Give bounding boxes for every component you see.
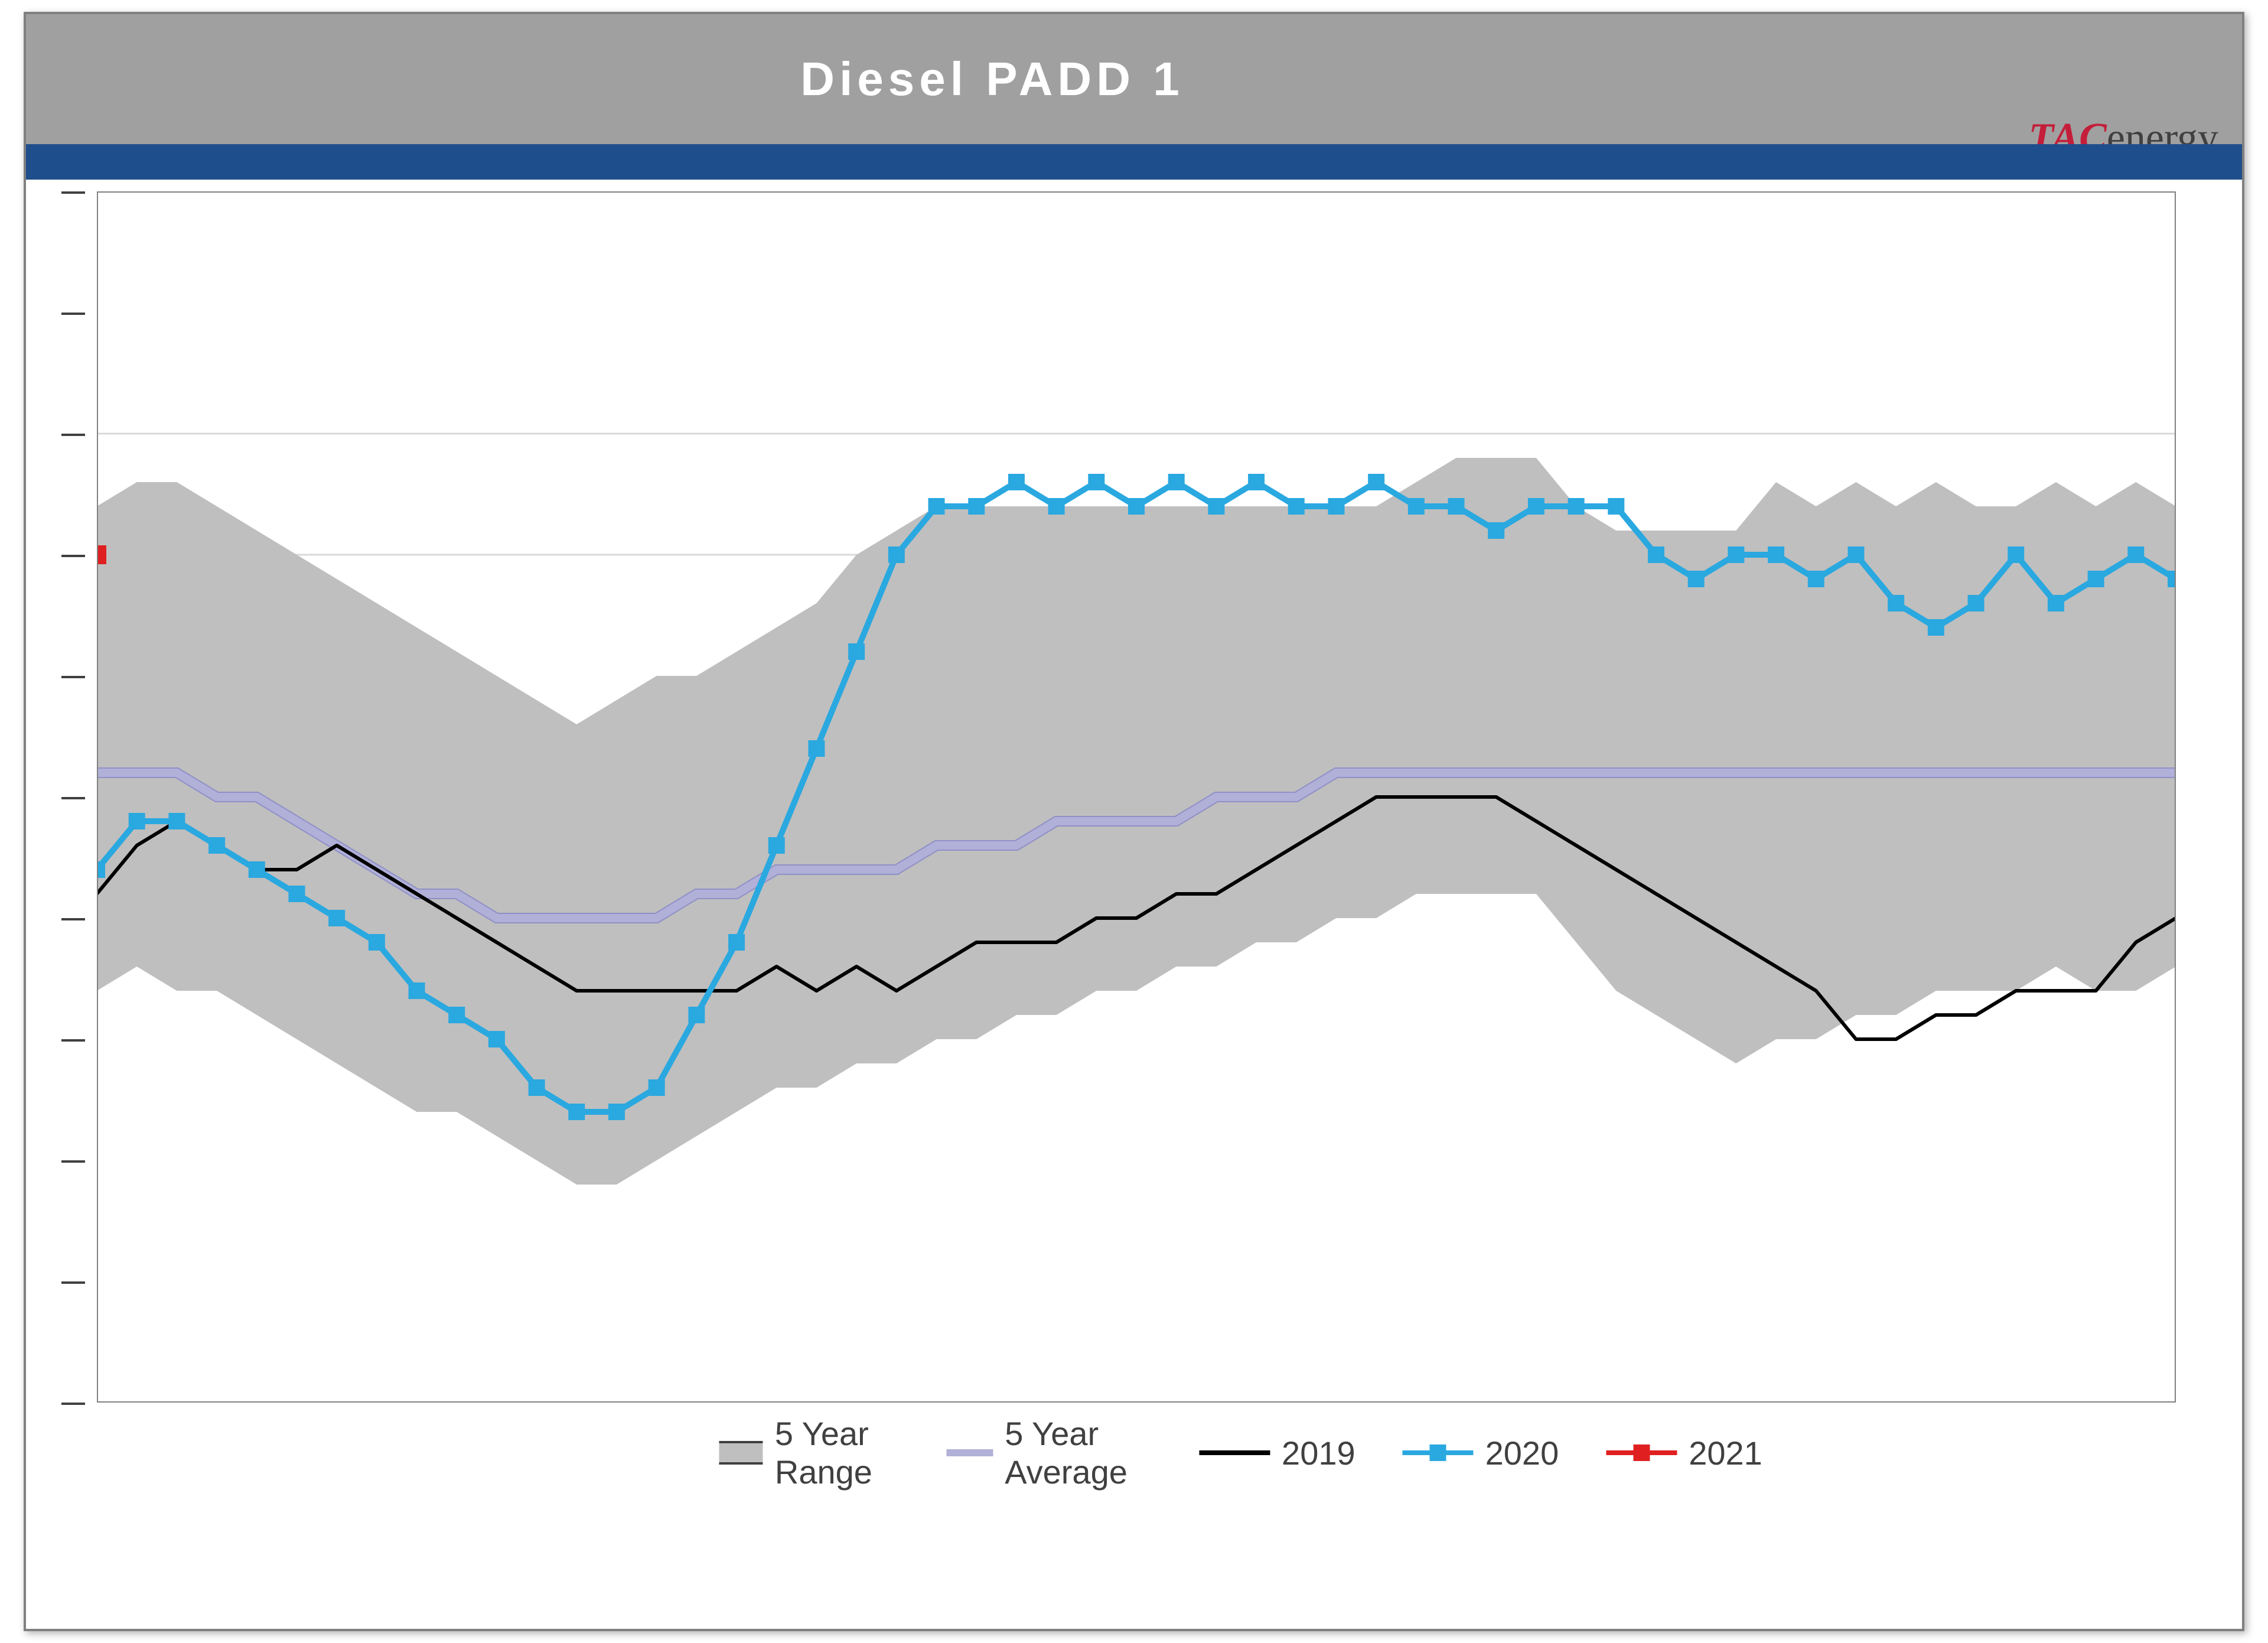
legend: 5 Year Range 5 Year Average 2019 2020 xyxy=(719,1414,1762,1491)
legend-item-2019: 2019 xyxy=(1199,1434,1355,1472)
legend-item-avg: 5 Year Average xyxy=(946,1414,1152,1491)
legend-label-2020: 2020 xyxy=(1485,1434,1559,1472)
legend-label-avg: 5 Year Average xyxy=(1005,1414,1152,1491)
legend-swatch-range-icon xyxy=(719,1441,762,1465)
chart-svg xyxy=(97,191,2176,1527)
legend-item-2020: 2020 xyxy=(1403,1434,1559,1472)
legend-item-2021: 2021 xyxy=(1606,1434,1762,1472)
y-axis-ticks xyxy=(61,191,91,1527)
legend-marker-2021-icon xyxy=(1606,1446,1677,1460)
legend-line-2019-icon xyxy=(1199,1450,1270,1455)
chart-title: Diesel PADD 1 xyxy=(800,52,1184,106)
title-bar: Diesel PADD 1 TACenergy xyxy=(26,14,2242,144)
accent-stripe xyxy=(26,144,2242,180)
legend-marker-2020-icon xyxy=(1403,1446,1474,1460)
legend-label-2019: 2019 xyxy=(1282,1434,1355,1472)
legend-line-avg-icon xyxy=(946,1449,993,1456)
chart-container: Diesel PADD 1 TACenergy 5 Year Range 5 Y… xyxy=(24,12,2244,1631)
legend-label-range: 5 Year Range xyxy=(775,1414,900,1491)
legend-label-2021: 2021 xyxy=(1689,1434,1762,1472)
plot-area: 5 Year Range 5 Year Average 2019 2020 xyxy=(97,191,2176,1527)
legend-item-range: 5 Year Range xyxy=(719,1414,899,1491)
